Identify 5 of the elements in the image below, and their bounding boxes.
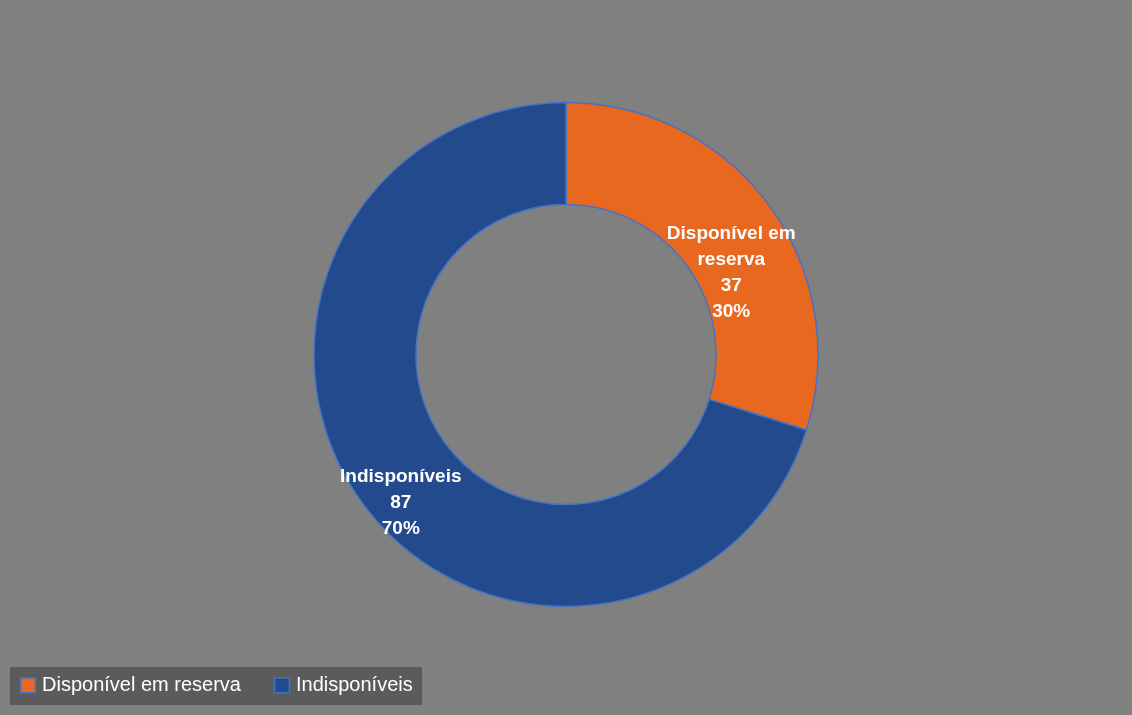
legend-label: Disponível em reserva (42, 673, 242, 696)
legend-label: Indisponíveis (296, 673, 413, 696)
slice-label: Indisponíveis (340, 464, 462, 486)
data-label: 87 70% (381, 490, 420, 538)
data-label: 37 30% (712, 274, 751, 322)
